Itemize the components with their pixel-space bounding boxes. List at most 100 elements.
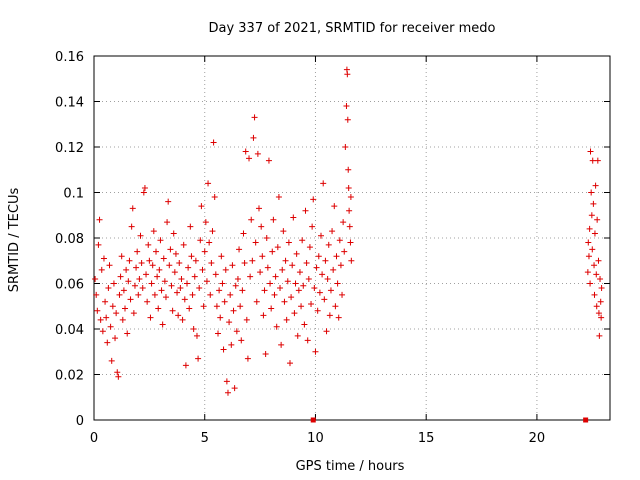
data-point: [263, 235, 270, 241]
data-point: [596, 332, 603, 339]
data-point: [199, 266, 206, 273]
data-point: [589, 246, 596, 253]
data-point: [113, 310, 120, 317]
data-point: [324, 275, 331, 282]
data-point: [288, 294, 295, 301]
data-point: [281, 298, 288, 305]
data-point: [308, 300, 315, 307]
data-point: [178, 275, 185, 282]
data-point: [114, 369, 121, 376]
data-point: [159, 321, 166, 328]
data-point: [270, 216, 277, 223]
y-tick-label: 0.02: [55, 369, 84, 384]
data-point: [124, 330, 131, 337]
data-point: [134, 248, 141, 255]
data-point: [306, 244, 313, 251]
data-point: [103, 314, 110, 321]
data-point: [239, 287, 246, 294]
data-point: [92, 275, 99, 282]
data-point: [176, 260, 183, 267]
data-point: [348, 257, 355, 264]
data-point: [174, 289, 181, 296]
data-point: [98, 266, 105, 273]
data-point: [158, 287, 165, 294]
data-point: [321, 296, 328, 303]
data-point: [591, 262, 598, 269]
data-point: [591, 291, 598, 298]
data-point: [289, 262, 296, 269]
data-point: [118, 253, 125, 260]
data-point: [228, 341, 235, 348]
data-point: [191, 273, 198, 280]
data-point: [319, 271, 326, 278]
data-point: [344, 71, 351, 78]
y-tick-label: 0.1: [63, 187, 84, 202]
data-point: [585, 239, 592, 246]
data-point: [594, 157, 601, 164]
data-point: [94, 307, 101, 314]
y-tick-label: 0.12: [55, 141, 84, 156]
data-point: [311, 285, 318, 292]
data-point: [157, 237, 164, 244]
data-point: [147, 314, 154, 321]
data-point: [586, 225, 593, 232]
data-point: [278, 341, 285, 348]
data-point: [589, 157, 596, 164]
data-point: [189, 291, 196, 298]
data-point: [226, 319, 233, 326]
data-point: [140, 189, 147, 196]
data-point: [166, 262, 173, 269]
data-point: [253, 298, 260, 305]
data-point: [265, 157, 272, 164]
data-point: [223, 378, 230, 385]
chart-title: Day 337 of 2021, SRMTID for receiver med…: [208, 21, 495, 36]
data-point: [322, 257, 329, 264]
data-point: [198, 203, 205, 210]
x-tick-label: 5: [201, 431, 209, 446]
data-point: [201, 248, 208, 255]
data-point: [274, 244, 281, 251]
data-point: [149, 262, 156, 269]
data-point: [248, 216, 255, 223]
data-point: [337, 262, 344, 269]
data-point: [340, 219, 347, 226]
data-point: [593, 303, 600, 310]
data-point: [314, 307, 321, 314]
data-point: [330, 266, 337, 273]
data-point: [182, 362, 189, 369]
data-point: [312, 348, 319, 355]
data-point: [305, 275, 312, 282]
data-point: [112, 335, 119, 342]
data-point: [154, 273, 161, 280]
zero-marker: [310, 417, 316, 423]
data-point: [116, 291, 123, 298]
data-point: [345, 184, 352, 191]
data-point: [170, 230, 177, 237]
data-point: [200, 303, 207, 310]
data-point: [213, 303, 220, 310]
data-point: [216, 287, 223, 294]
data-point: [339, 291, 346, 298]
data-point: [585, 253, 592, 260]
x-tick-label: 0: [90, 431, 98, 446]
data-point: [146, 257, 153, 264]
data-point: [593, 271, 600, 278]
data-point: [169, 307, 176, 314]
y-tick-label: 0.06: [55, 278, 84, 293]
data-point: [99, 328, 106, 335]
data-point: [197, 237, 204, 244]
data-point: [109, 303, 116, 310]
data-point: [587, 280, 594, 287]
data-point: [252, 239, 259, 246]
data-point: [210, 139, 217, 146]
data-point: [331, 203, 338, 210]
data-point: [222, 266, 229, 273]
data-point: [117, 273, 124, 280]
data-point: [268, 305, 275, 312]
data-point: [188, 253, 195, 260]
data-point: [104, 339, 111, 346]
data-point: [258, 223, 265, 230]
data-point: [110, 280, 117, 287]
data-point: [292, 280, 299, 287]
